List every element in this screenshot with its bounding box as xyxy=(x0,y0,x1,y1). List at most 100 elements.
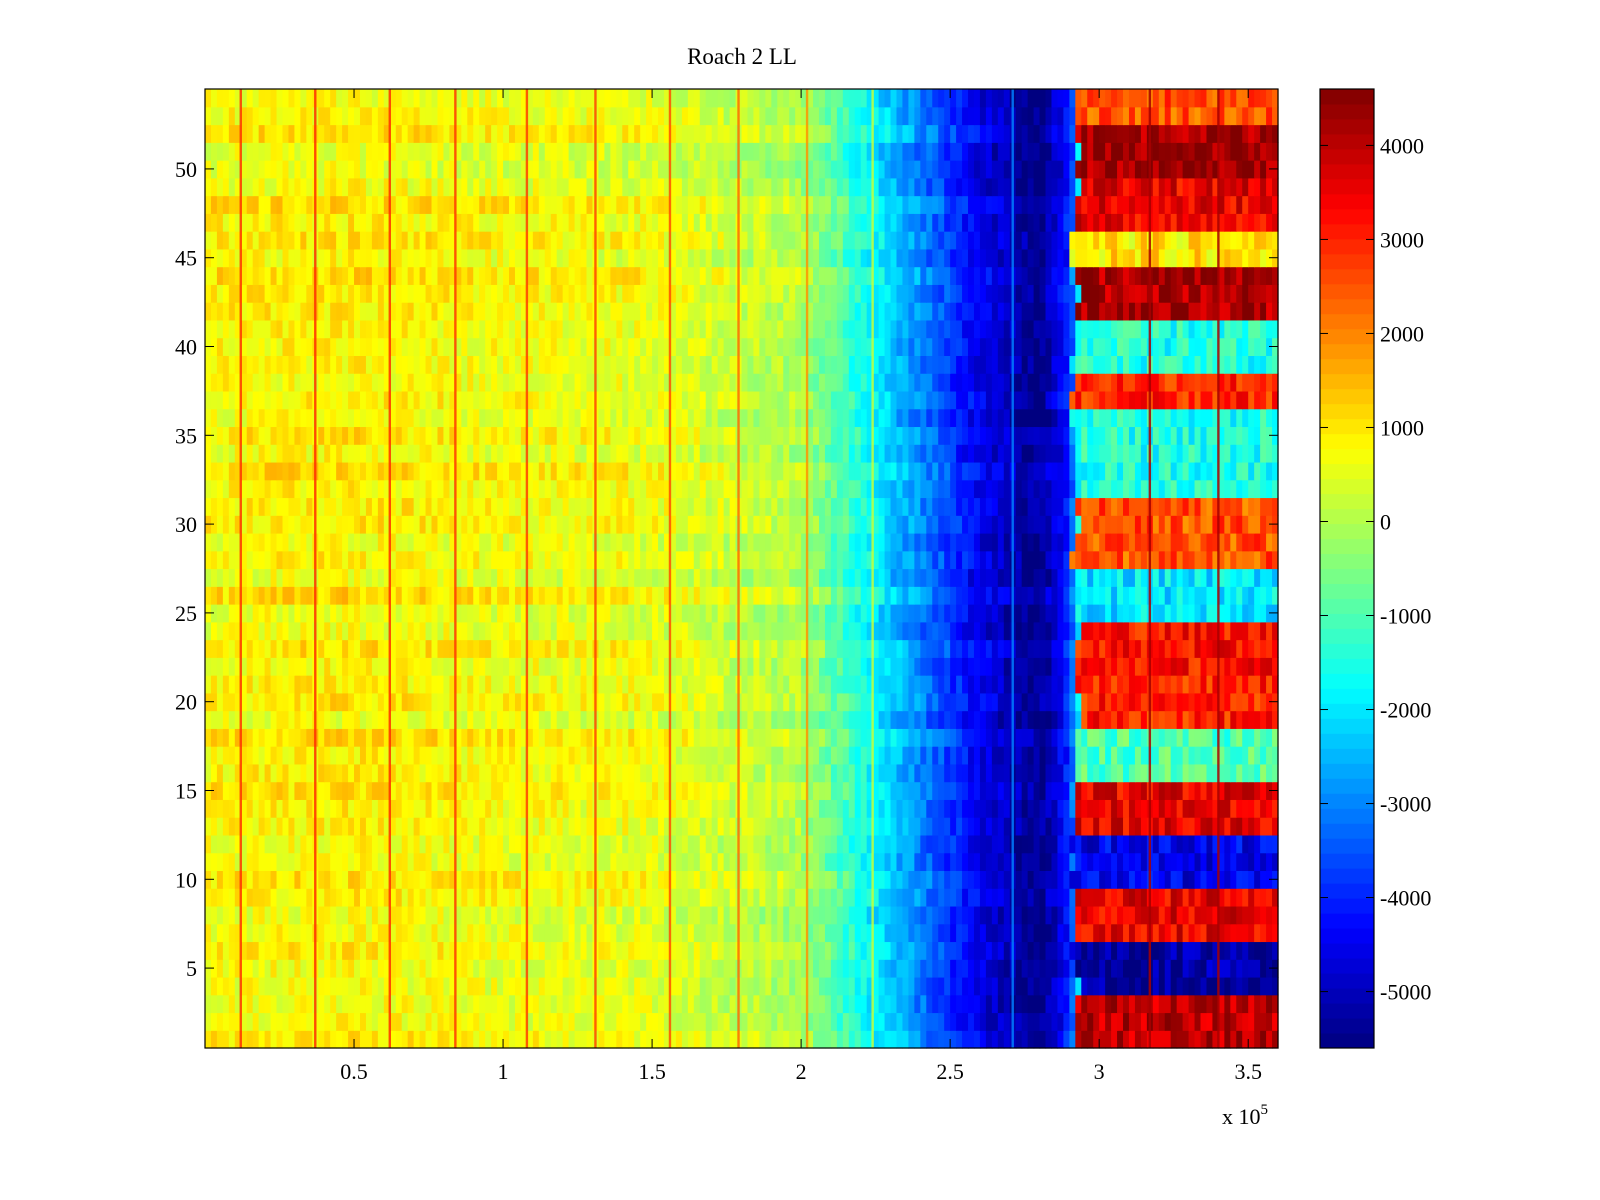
heatmap-cell xyxy=(395,1030,403,1049)
heatmap-cell xyxy=(300,781,307,800)
heatmap-cell xyxy=(294,621,301,641)
heatmap-cell xyxy=(568,657,576,676)
heatmap-cell xyxy=(431,657,439,676)
heatmap-cell xyxy=(306,763,313,783)
heatmap-cell xyxy=(586,923,594,943)
heatmap-cell xyxy=(664,799,671,818)
heatmap-cell xyxy=(1248,746,1255,765)
heatmap-cell xyxy=(413,746,421,765)
heatmap-cell xyxy=(1051,976,1059,996)
heatmap-cell xyxy=(228,763,236,783)
heatmap-cell xyxy=(789,870,796,889)
heatmap-cell xyxy=(753,639,760,658)
heatmap-cell xyxy=(228,657,236,676)
heatmap-cell xyxy=(1015,976,1023,996)
heatmap-cell xyxy=(759,1012,766,1031)
heatmap-cell xyxy=(1224,746,1231,765)
heatmap-cell xyxy=(1015,657,1023,676)
heatmap-cell xyxy=(544,550,552,570)
heatmap-cell xyxy=(473,959,480,978)
heatmap-cell xyxy=(789,923,796,943)
heatmap-cell xyxy=(1164,692,1172,712)
heatmap-cell xyxy=(264,692,272,712)
heatmap-cell xyxy=(1057,657,1064,676)
heatmap-cell xyxy=(1045,710,1053,729)
heatmap-cell xyxy=(1230,621,1237,641)
heatmap-cell xyxy=(449,976,456,996)
heatmap-cell xyxy=(228,568,236,587)
heatmap-cell xyxy=(765,941,772,960)
heatmap-cell xyxy=(1027,941,1035,960)
heatmap-cell xyxy=(789,657,796,676)
heatmap-cell xyxy=(1003,1030,1011,1049)
heatmap-cell xyxy=(717,639,725,658)
heatmap-cell xyxy=(818,728,826,747)
heatmap-cell xyxy=(777,763,784,783)
heatmap-cell xyxy=(276,781,284,800)
heatmap-cell xyxy=(288,710,296,729)
heatmap-cell xyxy=(789,568,796,587)
heatmap-cell xyxy=(616,639,623,658)
heatmap-cell xyxy=(1242,817,1249,836)
heatmap-cell xyxy=(753,959,760,978)
heatmap-cell xyxy=(1206,799,1214,818)
heatmap-cell xyxy=(1003,710,1011,729)
heatmap-cell xyxy=(294,834,301,854)
heatmap-cell xyxy=(205,888,212,907)
heatmap-cell xyxy=(705,550,713,570)
heatmap-cell xyxy=(562,621,570,641)
heatmap-cell xyxy=(389,870,397,889)
heatmap-cell xyxy=(342,1030,349,1049)
heatmap-cell xyxy=(336,817,343,836)
heatmap-cell xyxy=(413,852,421,872)
heatmap-cell xyxy=(324,657,331,676)
heatmap-cell xyxy=(848,1030,856,1049)
heatmap-cell xyxy=(807,959,814,978)
heatmap-cell xyxy=(813,959,820,978)
heatmap-cell xyxy=(1128,586,1136,605)
heatmap-cell xyxy=(586,604,594,623)
heatmap-cell xyxy=(771,994,778,1014)
heatmap-cell xyxy=(1242,710,1249,729)
heatmap-cell xyxy=(324,763,331,783)
heatmap-cell xyxy=(765,568,772,587)
heatmap-cell xyxy=(389,852,397,872)
heatmap-cell xyxy=(1158,728,1166,747)
heatmap-cell xyxy=(300,994,307,1014)
heatmap-cell xyxy=(962,817,969,836)
heatmap-cell xyxy=(497,888,504,907)
heatmap-cell xyxy=(1260,639,1267,658)
heatmap-cell xyxy=(568,604,576,623)
heatmap-cell xyxy=(550,550,558,570)
heatmap-cell xyxy=(1051,941,1059,960)
heatmap-cell xyxy=(962,799,969,818)
heatmap-cell xyxy=(544,657,552,676)
heatmap-cell xyxy=(550,799,558,818)
heatmap-cell xyxy=(890,852,898,872)
heatmap-cell xyxy=(1260,568,1267,587)
heatmap-cell xyxy=(1123,710,1130,729)
heatmap-cell xyxy=(568,550,576,570)
heatmap-cell xyxy=(1045,781,1053,800)
heatmap-cell xyxy=(461,1012,468,1031)
heatmap-cell xyxy=(276,746,284,765)
heatmap-cell xyxy=(1218,639,1225,658)
heatmap-cell xyxy=(1140,568,1148,587)
heatmap-cell xyxy=(1170,604,1178,623)
heatmap-cell xyxy=(580,1030,588,1049)
heatmap-cell xyxy=(580,728,588,747)
heatmap-cell xyxy=(973,639,981,658)
heatmap-cell xyxy=(574,550,582,570)
heatmap-cell xyxy=(449,994,456,1014)
heatmap-cell xyxy=(210,1030,218,1049)
heatmap-cell xyxy=(1134,959,1142,978)
heatmap-cell xyxy=(973,959,981,978)
heatmap-cell xyxy=(258,781,266,800)
heatmap-cell xyxy=(1069,994,1076,1014)
heatmap-cell xyxy=(1117,675,1124,694)
heatmap-cell xyxy=(228,781,236,800)
heatmap-cell xyxy=(1081,746,1088,765)
heatmap-cell xyxy=(848,675,856,694)
heatmap-cell xyxy=(771,763,778,783)
